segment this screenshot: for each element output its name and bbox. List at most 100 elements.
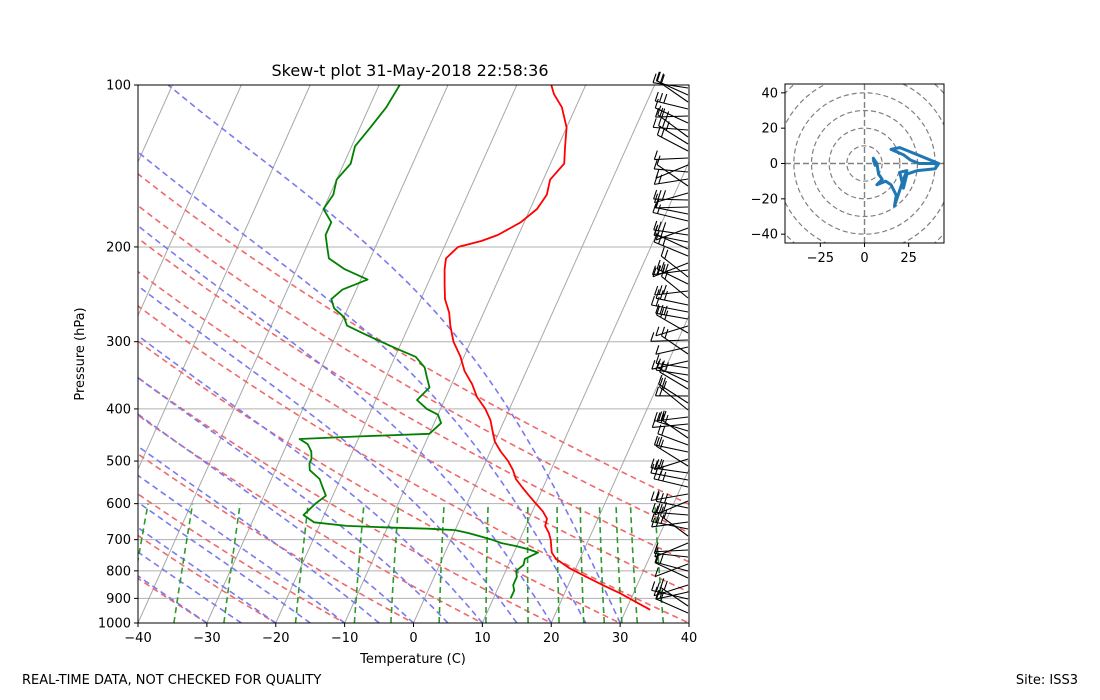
wind-barb	[657, 105, 689, 138]
isotherm-line	[481, 160, 689, 623]
y-tick-label: 1000	[98, 617, 131, 632]
site-label: Site: ISS3	[1015, 673, 1078, 688]
hodograph-x-tick-label: −25	[807, 251, 834, 266]
wind-barb	[656, 125, 689, 152]
wind-barb	[658, 374, 689, 404]
hodograph-x-ticks: −25 0 25	[807, 243, 917, 266]
moist-adiabat	[167, 85, 621, 623]
dry-adiabat	[138, 340, 622, 623]
temperature-profile-line	[443, 85, 651, 611]
mixing-ratio-line	[629, 503, 639, 623]
wind-barb	[654, 224, 689, 250]
y-tick-label: 800	[106, 564, 131, 579]
wind-barb	[654, 98, 689, 124]
dry-adiabat	[138, 534, 278, 623]
wind-barb	[656, 305, 689, 334]
wind-barb	[660, 246, 689, 278]
isotherm-line	[413, 85, 656, 623]
wind-barb	[654, 542, 689, 558]
x-tick-label: −40	[124, 631, 151, 646]
wind-barb	[660, 410, 689, 439]
wind-barb	[655, 589, 689, 614]
isotherm-line	[138, 85, 311, 471]
dry-adiabat	[138, 237, 689, 563]
wind-barb	[652, 203, 689, 222]
wind-barb	[654, 198, 689, 209]
y-tick-label: 900	[106, 592, 131, 607]
wind-barb	[659, 377, 689, 411]
wind-barb	[653, 150, 689, 161]
x-tick-label: −10	[331, 631, 358, 646]
wind-barb	[653, 220, 689, 236]
skewt-series	[298, 85, 651, 611]
y-tick-label: 500	[106, 455, 131, 470]
wind-barb	[654, 284, 689, 296]
wind-barb	[660, 267, 689, 299]
wind-barb	[660, 578, 689, 607]
dry-adiabat	[138, 204, 689, 534]
moist-adiabat	[138, 413, 415, 623]
y-axis-ticks: 100 200 300 400 500 600 700 800 900 1000	[98, 79, 138, 632]
x-tick-label: 0	[409, 631, 417, 646]
y-axis-label: Pressure (hPa)	[73, 307, 88, 400]
moist-adiabat	[138, 445, 380, 623]
isotherm-line	[138, 85, 380, 623]
wind-barb	[650, 295, 689, 313]
wind-barb	[655, 553, 689, 572]
y-tick-label: 400	[106, 402, 131, 417]
wind-barb	[656, 71, 689, 103]
dry-adiabat	[138, 172, 689, 506]
wind-barb	[653, 232, 689, 257]
hodograph-y-tick-label: 0	[770, 157, 778, 172]
isotherm-line	[619, 468, 689, 623]
mixing-ratio-line	[556, 503, 560, 623]
dry-adiabat	[138, 452, 416, 623]
moist-adiabat	[138, 334, 484, 623]
mixing-ratio-line	[598, 503, 606, 623]
wind-barb	[655, 289, 689, 306]
wind-barb	[653, 544, 689, 558]
quality-disclaimer: REAL-TIME DATA, NOT CHECKED FOR QUALITY	[22, 673, 322, 688]
isotherm-line	[206, 85, 449, 623]
dewpoint-profile-line	[298, 85, 539, 599]
wind-barb	[654, 91, 689, 110]
hodograph-y-tick-label: 20	[761, 122, 778, 137]
x-tick-label: 30	[612, 631, 629, 646]
isotherm-line	[138, 85, 242, 317]
wind-barbs	[650, 71, 689, 614]
y-tick-label: 200	[106, 240, 131, 255]
wind-barb	[655, 345, 689, 355]
moist-adiabat	[138, 574, 208, 623]
hodograph-y-ticks: 40 20 0 −20 −40	[751, 86, 785, 243]
mixing-ratio-line	[353, 503, 365, 623]
wind-barb	[660, 326, 689, 355]
mixing-ratio-line	[526, 503, 529, 623]
wind-barb	[659, 506, 689, 537]
dry-adiabat	[138, 577, 209, 623]
mixing-ratio-line	[294, 503, 309, 623]
mixing-ratio-line	[223, 503, 241, 623]
skewt-grid	[138, 85, 689, 623]
hodograph-series	[871, 146, 941, 208]
wind-barb	[651, 517, 689, 528]
isotherm-line	[688, 621, 689, 623]
hodograph-x-tick-label: 0	[860, 251, 868, 266]
wind-barb	[656, 412, 689, 432]
wind-barb	[653, 159, 689, 173]
hodograph-trace	[871, 146, 941, 208]
hodograph-y-tick-label: −20	[751, 192, 778, 207]
wind-barb	[656, 358, 689, 383]
skewt-axes-frame	[137, 84, 690, 624]
x-tick-label: 10	[474, 631, 491, 646]
mixing-ratio-line	[438, 503, 445, 623]
y-tick-label: 300	[106, 335, 131, 350]
mixing-ratio-line	[615, 503, 623, 623]
wind-barb	[655, 198, 689, 215]
wind-barb	[651, 581, 689, 600]
dry-adiabat	[138, 305, 689, 623]
wind-barb	[657, 424, 689, 446]
mixing-ratio-line	[654, 503, 665, 623]
wind-barb	[653, 469, 689, 488]
dry-adiabat	[138, 376, 554, 623]
